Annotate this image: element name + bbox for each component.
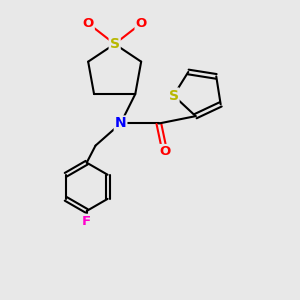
Text: S: S [169, 88, 178, 103]
Text: O: O [136, 17, 147, 30]
Text: N: N [115, 116, 126, 130]
Text: F: F [82, 215, 91, 228]
Text: O: O [82, 17, 94, 30]
Text: O: O [159, 145, 170, 158]
Text: S: S [110, 37, 120, 51]
